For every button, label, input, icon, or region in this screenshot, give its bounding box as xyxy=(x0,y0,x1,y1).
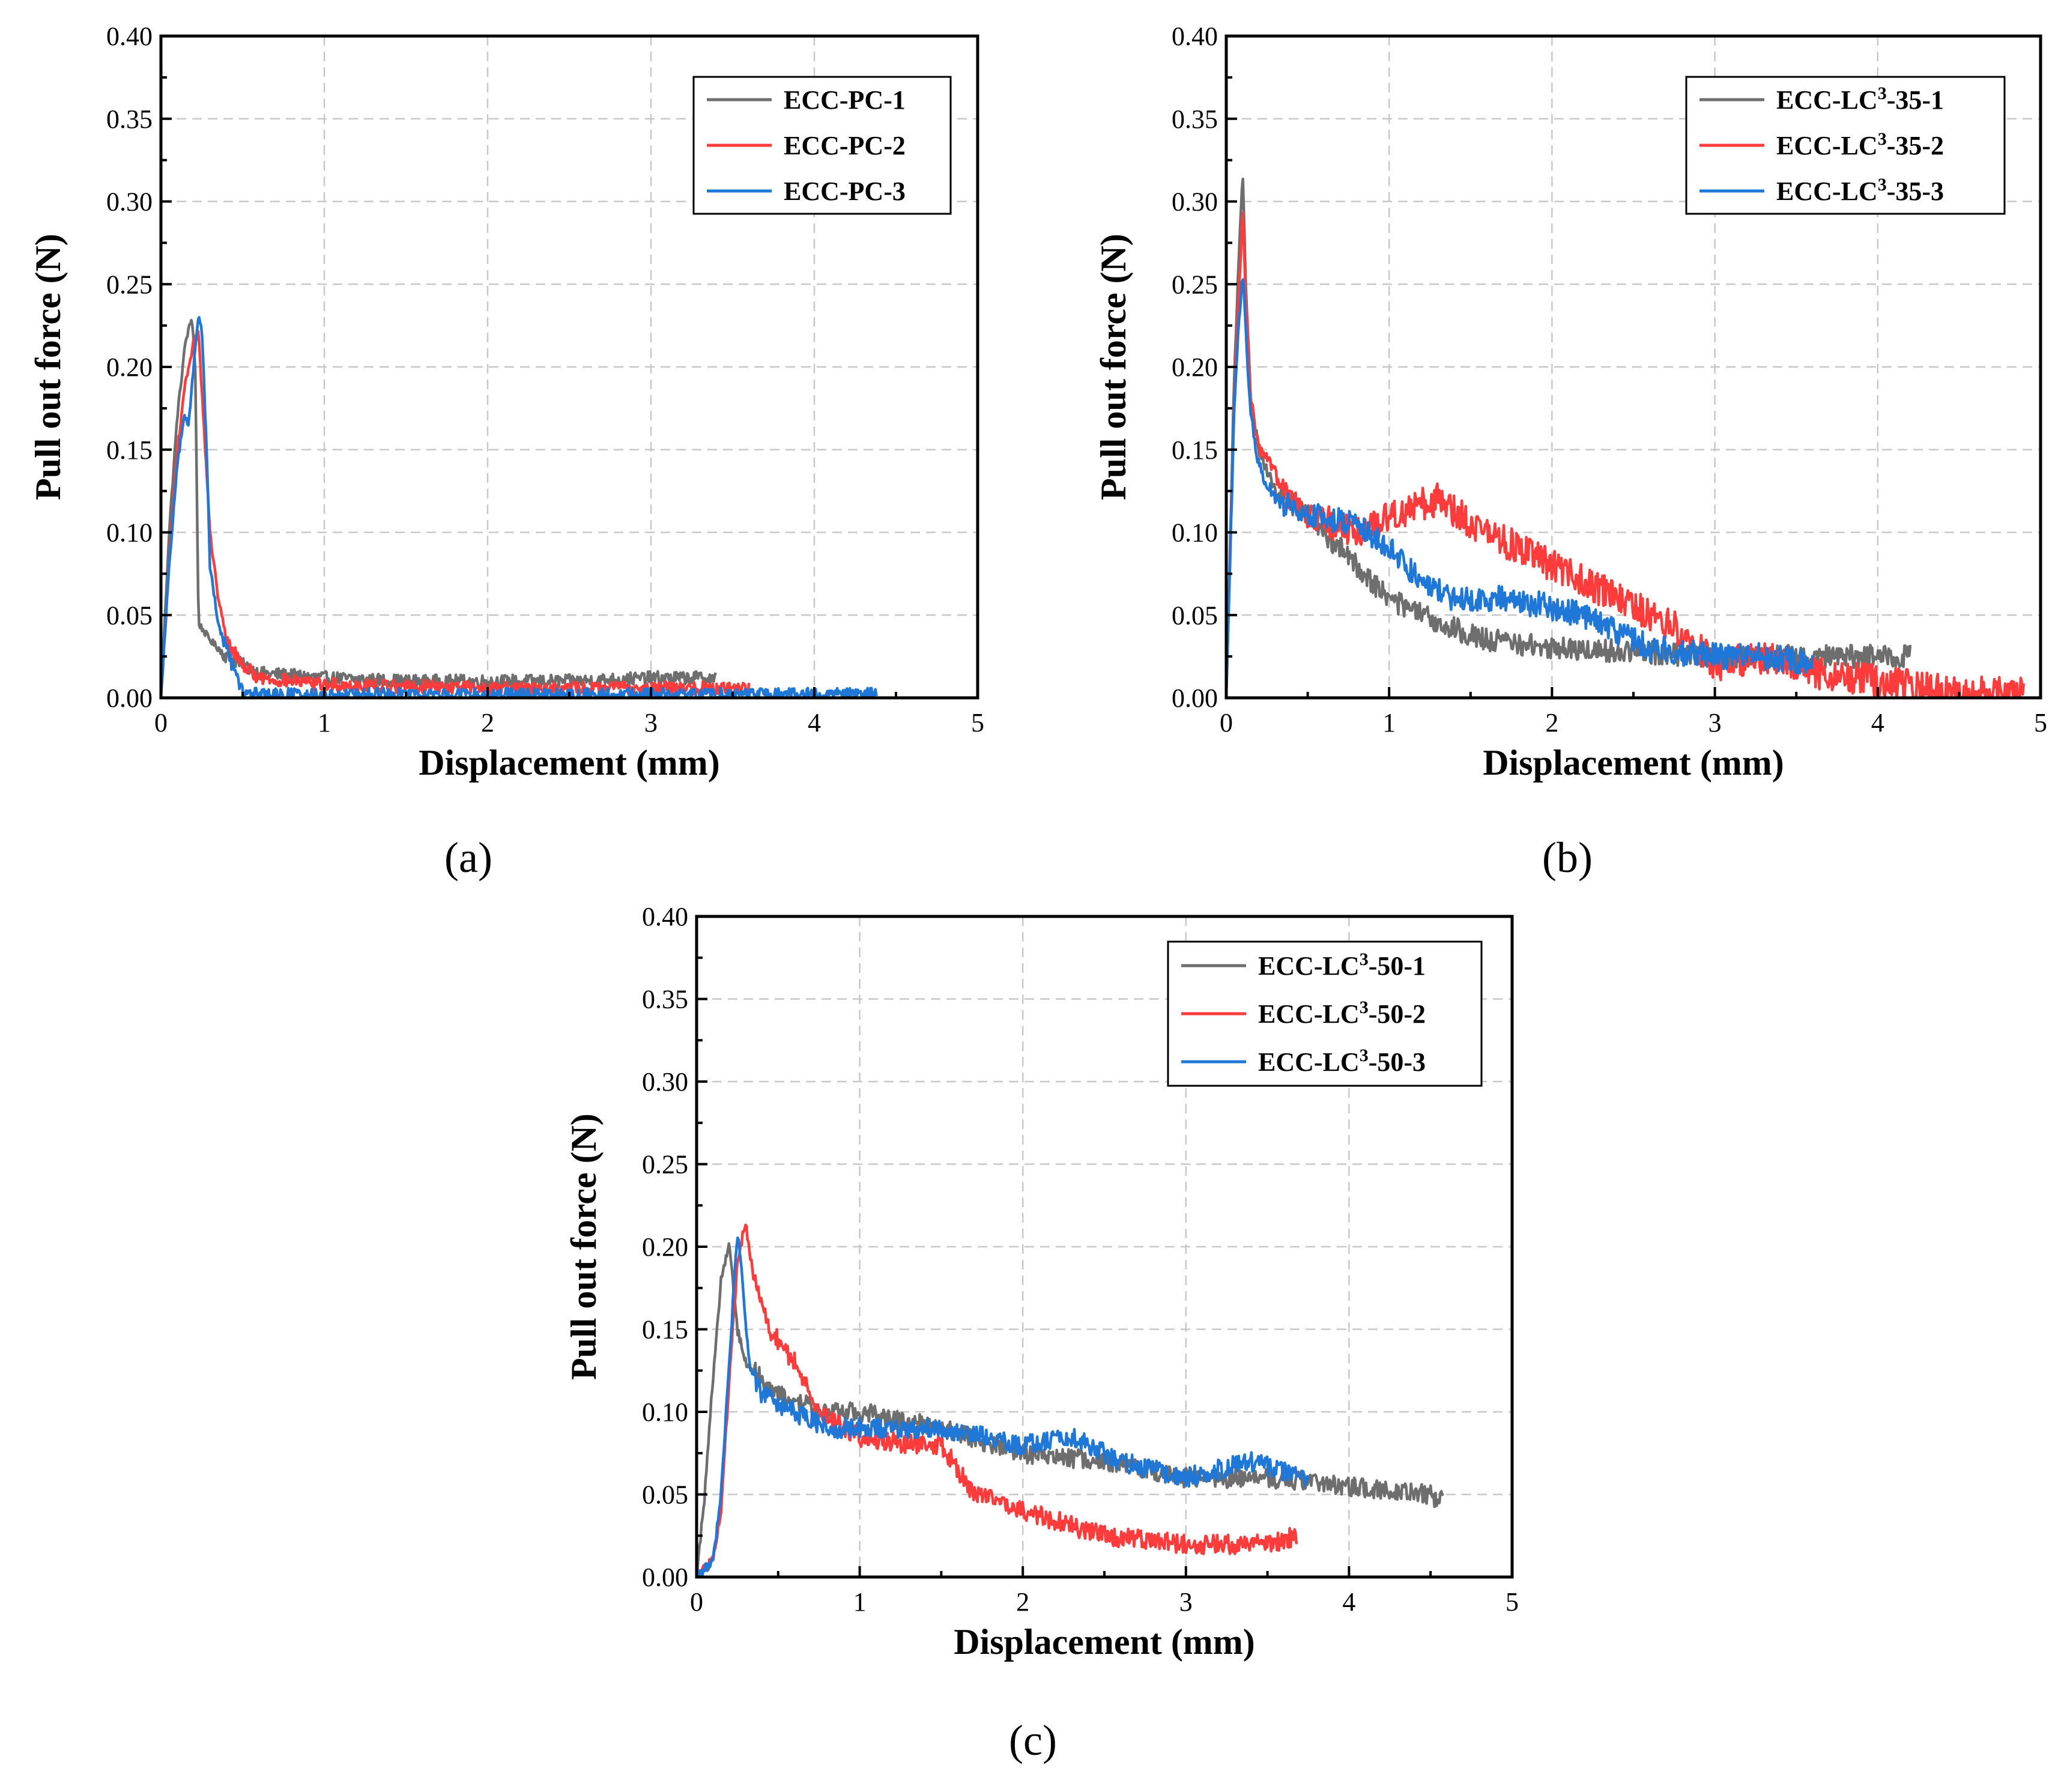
x-axis-title: Displacement (mm) xyxy=(954,1622,1255,1662)
y-tick-label: 0.30 xyxy=(1172,187,1218,217)
x-axis-title: Displacement (mm) xyxy=(1483,743,1784,782)
series-line xyxy=(1224,278,1814,695)
chart-c: 0 1 2 3 4 5 0.00 0.05 0.10 0.15 0.20 0.25 0.30 0.35 0.… xyxy=(564,902,1519,1764)
x-tick-label: 1 xyxy=(318,708,331,737)
y-tick-label: 0.05 xyxy=(1172,601,1218,630)
y-tick-label: 0.20 xyxy=(642,1232,688,1262)
x-tick-label: 3 xyxy=(644,708,658,737)
legend: ECC-LC3-35-1 ECC-LC3-35-2 ECC-LC3-35-3 xyxy=(1685,76,2006,215)
y-tick-label: 0.05 xyxy=(106,601,153,630)
y-axis-title: Pull out force (N) xyxy=(28,234,68,500)
y-tick-label: 0.15 xyxy=(106,435,153,465)
x-tick-label: 4 xyxy=(808,708,821,737)
series-line xyxy=(1224,177,1912,695)
series-group xyxy=(159,316,878,700)
y-tick-label: 0.10 xyxy=(642,1397,688,1427)
y-axis-title: Pull out force (N) xyxy=(564,1113,604,1380)
y-tick-label: 0.25 xyxy=(106,270,153,299)
y-tick-label: 0.00 xyxy=(1172,683,1218,713)
y-tick-label: 0.05 xyxy=(642,1480,688,1510)
y-tick-label: 0.20 xyxy=(1172,353,1218,382)
x-tick-label: 1 xyxy=(1382,708,1396,737)
legend-label: ECC-PC-3 xyxy=(784,177,906,206)
legend: ECC-LC3-50-1 ECC-LC3-50-2 ECC-LC3-50-3 xyxy=(1167,940,1483,1087)
x-tick-label: 0 xyxy=(690,1587,703,1617)
legend: ECC-PC-1 ECC-PC-2 ECC-PC-3 xyxy=(692,76,952,215)
x-tick-label: 0 xyxy=(154,708,168,737)
x-tick-label: 3 xyxy=(1179,1587,1193,1617)
ticks: 0 1 2 3 4 5 0.00 0.05 0.10 0.15 0.20 0.25 0.30 0.35 0.… xyxy=(1172,22,2047,737)
x-tick-label: 2 xyxy=(481,708,494,737)
legend-label: ECC-LC3-35-2 xyxy=(1776,129,1944,161)
y-tick-label: 0.20 xyxy=(106,353,153,382)
series-line xyxy=(695,1223,1298,1578)
x-tick-label: 0 xyxy=(1220,708,1233,737)
y-tick-label: 0.35 xyxy=(1172,104,1218,134)
x-tick-label: 2 xyxy=(1016,1587,1029,1617)
ticks: 0 1 2 3 4 5 0.00 0.05 0.10 0.15 0.20 0.25 0.30 0.35 0.… xyxy=(106,22,984,737)
ticks: 0 1 2 3 4 5 0.00 0.05 0.10 0.15 0.20 0.25 0.30 0.35 0.… xyxy=(642,902,1519,1617)
y-tick-label: 0.15 xyxy=(642,1315,688,1345)
y-tick-label: 0.40 xyxy=(642,902,688,931)
x-tick-label: 4 xyxy=(1871,708,1884,737)
y-tick-label: 0.35 xyxy=(642,985,688,1014)
legend-label: ECC-LC3-35-1 xyxy=(1776,83,1944,115)
y-tick-label: 0.15 xyxy=(1172,435,1218,465)
series-line xyxy=(159,316,878,700)
legend-label: ECC-LC3-50-3 xyxy=(1258,1046,1426,1077)
y-tick-label: 0.40 xyxy=(1172,22,1218,51)
legend-label: ECC-PC-2 xyxy=(784,131,906,160)
x-tick-label: 3 xyxy=(1708,708,1722,737)
x-tick-label: 5 xyxy=(1506,1587,1519,1617)
x-tick-label: 5 xyxy=(2034,708,2047,737)
x-tick-label: 2 xyxy=(1545,708,1558,737)
series-line xyxy=(695,1236,1310,1579)
y-tick-label: 0.10 xyxy=(1172,518,1218,548)
series-group xyxy=(1224,177,2026,700)
y-axis-title: Pull out force (N) xyxy=(1094,234,1133,500)
y-tick-label: 0.35 xyxy=(106,104,153,134)
series-group xyxy=(695,1223,1445,1579)
y-tick-label: 0.00 xyxy=(106,683,153,713)
legend-label: ECC-LC3-50-2 xyxy=(1258,997,1426,1029)
chart-b: 0 1 2 3 4 5 0.00 0.05 0.10 0.15 0.20 0.25 0.30 0.35 0.… xyxy=(1094,22,2047,882)
series-line xyxy=(159,330,751,697)
y-tick-label: 0.10 xyxy=(106,518,153,548)
legend-label: ECC-LC3-50-1 xyxy=(1258,949,1426,981)
y-tick-label: 0.30 xyxy=(642,1067,688,1097)
y-tick-label: 0.25 xyxy=(642,1150,688,1179)
y-tick-label: 0.00 xyxy=(642,1563,688,1592)
y-tick-label: 0.30 xyxy=(106,187,153,217)
panel-label: (a) xyxy=(444,834,492,882)
panel-label: (b) xyxy=(1542,834,1593,882)
chart-a: 0 1 2 3 4 5 0.00 0.05 0.10 0.15 0.20 0.25 0.30 0.35 0.… xyxy=(28,22,984,882)
x-tick-label: 4 xyxy=(1342,1587,1355,1617)
series-line xyxy=(159,318,717,697)
y-tick-label: 0.25 xyxy=(1172,270,1218,299)
x-tick-label: 5 xyxy=(971,708,984,737)
x-tick-label: 1 xyxy=(853,1587,867,1617)
y-tick-label: 0.40 xyxy=(106,22,153,51)
legend-label: ECC-PC-1 xyxy=(784,85,906,115)
x-axis-title: Displacement (mm) xyxy=(419,743,720,782)
legend-label: ECC-LC3-35-3 xyxy=(1776,175,1944,207)
panel-label: (c) xyxy=(1009,1716,1057,1764)
